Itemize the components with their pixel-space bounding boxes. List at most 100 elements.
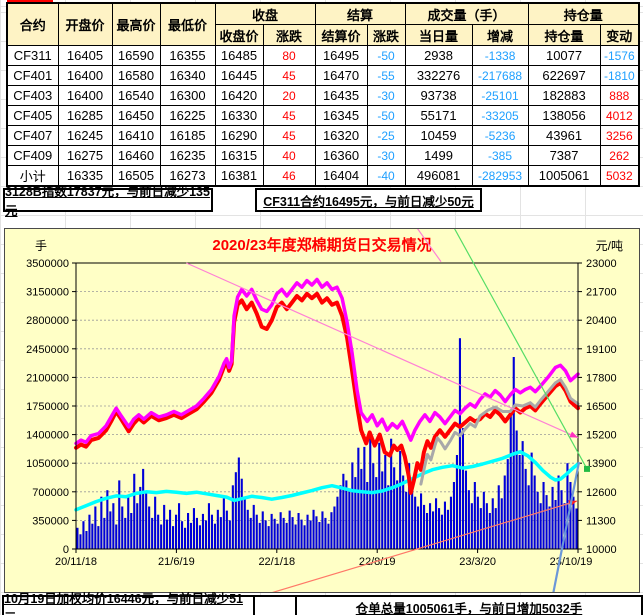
index-3128b-info-text: 3128B指数17837元，与前日减少135元 xyxy=(5,185,210,218)
x-axis-tick-label: 20/11/18 xyxy=(55,556,97,568)
volume-bar xyxy=(405,491,408,549)
volume-bar xyxy=(297,513,300,549)
right-axis-tick-label: 19100 xyxy=(586,344,617,356)
table-cell: 16340 xyxy=(159,65,216,86)
volume-bar xyxy=(473,482,476,549)
volume-bar xyxy=(432,511,435,549)
right-axis-tick-label: 11300 xyxy=(586,515,616,527)
table-row: CF403 16400 16540 16300 16420 20 16435 -30 93738… xyxy=(6,85,640,106)
volume-bar xyxy=(563,503,566,549)
right-axis-tick-label: 20400 xyxy=(586,315,617,327)
table-cell: 16275 xyxy=(57,145,113,166)
column-header: 当日量 xyxy=(404,24,473,46)
volume-bar xyxy=(476,496,479,549)
cf311-info-box: CF311合约16495元，与前日减少50元 xyxy=(255,188,482,212)
table-header: 合约 开盘价 最高价 最低价 收盘 结算 成交量（手） 持仓量 收盘价 涨跌 结算价 涨跌 当日量 增减持… xyxy=(6,2,640,46)
weighted-average-price-text: 10月19日加权均价16446元，与前日减少51元 xyxy=(4,592,255,615)
volume-bar xyxy=(249,517,252,549)
volume-bar xyxy=(163,504,166,549)
trend-line-pink-upper xyxy=(417,229,442,263)
right-axis-tick-label: 12600 xyxy=(586,487,617,499)
table-cell: -55 xyxy=(366,65,406,86)
volume-bar xyxy=(467,490,470,549)
volume-bar xyxy=(372,463,375,549)
volume-bar xyxy=(300,519,303,549)
volume-bar xyxy=(458,338,461,549)
bottom-summary-bar: 10月19日加权均价16446元，与前日减少51元 仓单总量1005061手，与… xyxy=(2,592,643,615)
volume-bar xyxy=(303,525,306,549)
volume-bar xyxy=(267,526,270,549)
left-axis-tick-label: 1050000 xyxy=(26,458,69,470)
table-cell: 93738 xyxy=(404,85,473,106)
volume-bar xyxy=(318,522,321,549)
volume-bar xyxy=(381,471,384,549)
table-body: CF311 16405 16590 16355 16485 80 16495 -50 2938-… xyxy=(6,45,640,187)
volume-bar xyxy=(333,506,336,549)
volume-bar xyxy=(210,514,213,549)
volume-bar xyxy=(222,498,225,549)
volume-bar xyxy=(88,514,91,549)
volume-bar xyxy=(438,508,441,549)
group-header: 持仓量 xyxy=(527,2,640,25)
futures-quote-table: 合约 开盘价 最高价 最低价 收盘 结算 成交量（手） 持仓量 收盘价 涨跌 结算价 涨跌 当日量 增减持… xyxy=(6,2,641,187)
volume-bar xyxy=(130,513,133,549)
group-header: 结算 xyxy=(314,2,406,25)
volume-bar xyxy=(417,506,420,549)
table-cell: 16435 xyxy=(314,85,368,106)
volume-bar xyxy=(306,514,309,549)
trend-line-green-marker xyxy=(584,465,590,472)
volume-bar xyxy=(261,511,264,549)
right-axis-tick-label: 23000 xyxy=(586,258,617,270)
cf311-contract-price-line xyxy=(419,378,580,486)
right-axis-tick-label: 16500 xyxy=(586,401,617,413)
table-cell: 332276 xyxy=(404,65,473,86)
volume-bar xyxy=(124,517,127,549)
volume-bar xyxy=(530,452,533,549)
volume-bar xyxy=(82,521,85,549)
table-cell: 40 xyxy=(262,145,316,166)
volume-bar xyxy=(488,513,491,549)
table-cell: 1499 xyxy=(404,145,473,166)
table-cell: 622697 xyxy=(527,65,601,86)
volume-bar xyxy=(387,485,390,549)
left-axis-tick-label: 2800000 xyxy=(26,315,69,327)
column-header: 增减 xyxy=(471,24,529,46)
table-cell: 55171 xyxy=(404,105,473,126)
volume-bar xyxy=(452,482,455,549)
volume-bar xyxy=(201,513,204,549)
table-cell: 16320 xyxy=(314,125,368,146)
table-cell: 46 xyxy=(262,165,316,187)
table-cell: 16355 xyxy=(159,45,216,66)
trend-line-salmon xyxy=(272,500,578,592)
volume-bar xyxy=(213,523,216,549)
volume-bar xyxy=(112,503,115,549)
x-axis-tick-label: 23/10/19 xyxy=(550,556,593,568)
volume-bar xyxy=(225,510,228,549)
volume-bar xyxy=(118,480,121,549)
right-axis-tick-label: 13900 xyxy=(586,458,617,470)
table-cell: 20 xyxy=(262,85,316,106)
volume-bar xyxy=(154,496,157,549)
volume-bar xyxy=(178,503,181,549)
table-cell: -50 xyxy=(366,105,406,126)
table-cell: 45 xyxy=(262,65,316,86)
table-cell: -25101 xyxy=(471,85,529,106)
volume-bar xyxy=(160,524,163,549)
volume-bar xyxy=(294,524,297,549)
table-cell: -40 xyxy=(366,165,406,187)
volume-bar xyxy=(273,518,276,549)
volume-bar xyxy=(219,517,222,549)
volume-bar xyxy=(207,503,210,549)
volume-bar xyxy=(187,513,190,549)
column-header: 涨跌 xyxy=(262,24,316,46)
trend-line-green xyxy=(454,229,588,470)
x-axis-tick-label: 22/1/18 xyxy=(258,556,295,568)
volume-bar xyxy=(339,485,342,549)
table-cell: 16470 xyxy=(314,65,368,86)
volume-bar xyxy=(363,446,366,549)
volume-bar xyxy=(169,509,172,549)
volume-bar xyxy=(324,517,327,549)
contract-cell: CF405 xyxy=(6,105,59,126)
column-header: 变动 xyxy=(599,24,640,46)
table-cell: 10459 xyxy=(404,125,473,146)
